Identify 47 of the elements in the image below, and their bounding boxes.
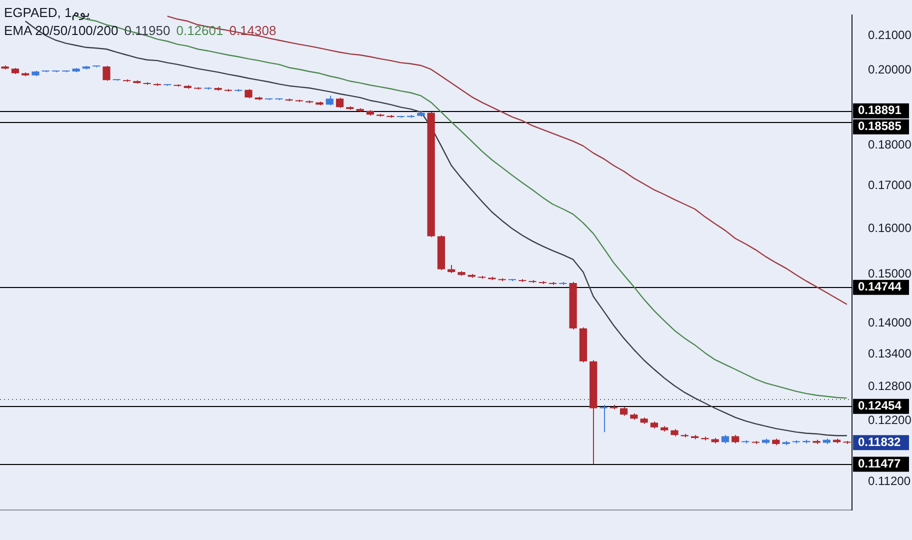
candlestick <box>254 96 262 101</box>
y-tick-label: 0.17000 <box>868 178 912 192</box>
candlestick <box>650 421 658 430</box>
ref-line-label: 0.18585 <box>858 119 902 134</box>
y-tick-label: 0.11200 <box>868 474 911 488</box>
candlestick <box>812 439 820 444</box>
y-tick-label: 0.15000 <box>868 266 912 281</box>
candlestick <box>112 78 120 82</box>
y-tick-label: 0.21000 <box>868 28 912 42</box>
candlestick <box>742 440 750 444</box>
candlestick <box>458 270 466 276</box>
y-tick-label: 0.13400 <box>868 346 912 361</box>
ref-line-label: 0.11477 <box>858 456 902 471</box>
candlestick <box>600 404 608 433</box>
candlestick <box>488 276 496 281</box>
candlestick <box>133 80 141 84</box>
y-tick-label: 0.16000 <box>868 220 912 235</box>
series-label: 0.11950 <box>124 23 172 38</box>
candlestick <box>164 84 172 86</box>
candlestick <box>244 88 252 99</box>
ref-line-label: 0.18891 <box>858 103 902 118</box>
candlestick <box>214 86 222 92</box>
candlestick <box>610 404 618 410</box>
candlestick <box>11 67 20 74</box>
candlestick <box>528 280 536 284</box>
text: 0.11832 <box>858 434 902 449</box>
candlestick <box>306 100 314 104</box>
candlestick <box>448 264 456 274</box>
candlestick <box>690 434 699 440</box>
series-label: 0.12601 <box>176 23 224 38</box>
candlestick <box>346 106 354 110</box>
ref-line-label: 0.14744 <box>858 280 902 294</box>
candlestick <box>72 67 80 73</box>
series-label: 0.14308 <box>229 23 278 38</box>
chart-title: EGPAED, 1يوم <box>4 4 92 22</box>
ref-line-label: 0.12454 <box>858 398 902 413</box>
y-tick-label: 0.18000 <box>868 137 912 152</box>
y-tick-label: 0.12200 <box>868 413 912 428</box>
candlestick <box>356 108 364 112</box>
candlestick <box>32 70 40 77</box>
candlestick <box>782 440 790 446</box>
y-tick-label: 0.20000 <box>868 62 912 77</box>
y-tick-label: 0.12800 <box>868 379 912 394</box>
candlestick <box>376 113 384 118</box>
y-tick-label: 0.14000 <box>868 316 912 330</box>
candlestick <box>468 273 476 278</box>
candlestick <box>102 65 110 82</box>
